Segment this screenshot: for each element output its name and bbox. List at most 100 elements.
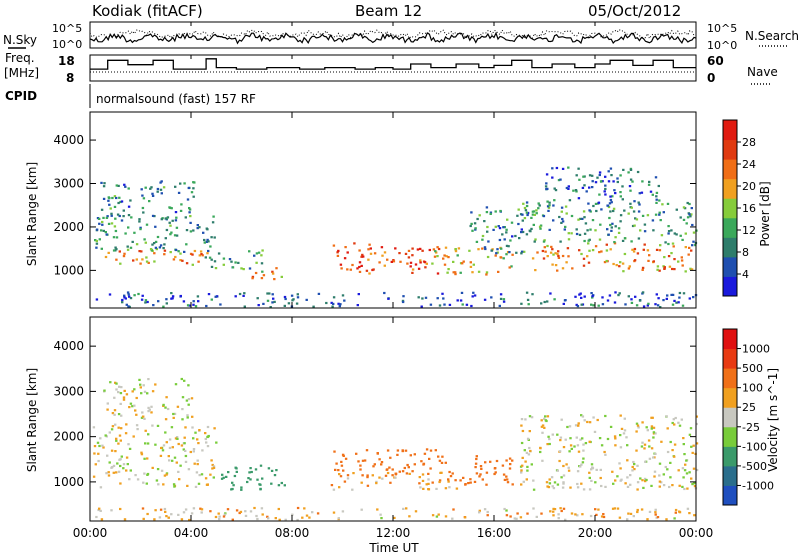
heatmap-cell [184, 508, 188, 511]
x-tick-label: 12:00 [376, 526, 411, 540]
heatmap-cell [116, 213, 120, 216]
heatmap-cell [153, 242, 156, 245]
heatmap-cell [501, 464, 505, 467]
heatmap-cell [619, 191, 622, 194]
beam-title: Beam 12 [355, 2, 422, 20]
heatmap-cell [687, 253, 690, 256]
heatmap-cell [163, 249, 167, 252]
heatmap-cell [198, 226, 201, 229]
heatmap-cell [695, 415, 698, 418]
heatmap-cell [239, 510, 243, 513]
heatmap-cell [146, 472, 150, 476]
heatmap-cell [407, 249, 411, 252]
heatmap-cell [505, 514, 509, 517]
heatmap-cell [339, 263, 343, 266]
heatmap-cell [623, 429, 627, 432]
heatmap-cell [140, 188, 143, 191]
heatmap-cell [204, 437, 207, 441]
heatmap-cell [443, 263, 447, 266]
heatmap-cell [451, 517, 454, 520]
heatmap-cell [266, 292, 269, 295]
heatmap-cell [119, 392, 123, 395]
heatmap-cell [179, 464, 182, 467]
heatmap-cell [212, 465, 216, 468]
heatmap-cell [202, 231, 205, 234]
heatmap-cell [503, 226, 506, 229]
heatmap-cell [481, 238, 484, 241]
heatmap-cell [150, 411, 153, 414]
heatmap-cell [503, 238, 506, 241]
heatmap-cell [200, 473, 204, 476]
heatmap-cell [629, 168, 633, 171]
heatmap-cell [577, 197, 581, 200]
heatmap-cell [105, 472, 108, 475]
heatmap-cell [337, 249, 340, 252]
heatmap-cell [511, 235, 514, 238]
heatmap-cell [256, 297, 259, 300]
heatmap-cell [251, 275, 255, 278]
heatmap-cell [122, 215, 125, 218]
velocity-colorbar-label: Velocity [m s^-1] [766, 368, 780, 472]
heatmap-cell [623, 417, 626, 420]
heatmap-cell [100, 229, 103, 232]
heatmap-cell [630, 301, 634, 304]
heatmap-cell [413, 453, 416, 456]
heatmap-cell [647, 183, 651, 186]
heatmap-cell [564, 225, 567, 228]
heatmap-cell [144, 241, 147, 244]
heatmap-cell [606, 299, 610, 302]
heatmap-cell [117, 201, 120, 205]
heatmap-cell [489, 460, 492, 463]
heatmap-cell [575, 436, 578, 439]
heatmap-cell [629, 512, 633, 515]
heatmap-cell [677, 421, 680, 424]
heatmap-cell [368, 272, 371, 275]
heatmap-cell [116, 462, 119, 465]
heatmap-cell [532, 488, 536, 491]
heatmap-cell [198, 474, 201, 477]
heatmap-cell [401, 470, 405, 473]
heatmap-cell [583, 419, 586, 422]
heatmap-cell [621, 239, 625, 242]
nave-right-tick-top: 60 [707, 54, 724, 68]
heatmap-cell [582, 449, 585, 452]
heatmap-cell [106, 454, 109, 457]
heatmap-cell [108, 461, 111, 464]
heatmap-cell [173, 485, 176, 488]
heatmap-cell [681, 467, 685, 470]
heatmap-cell [177, 513, 180, 516]
heatmap-cell [691, 451, 694, 454]
heatmap-cell [533, 213, 536, 216]
heatmap-cell [663, 267, 666, 270]
heatmap-cell [94, 463, 97, 466]
heatmap-cell [666, 427, 669, 430]
heatmap-cell [131, 405, 134, 408]
heatmap-cell [633, 259, 637, 262]
heatmap-cell [525, 233, 529, 236]
heatmap-cell [130, 216, 133, 219]
heatmap-cell [537, 202, 540, 205]
heatmap-cell [587, 242, 590, 245]
heatmap-cell [120, 455, 123, 458]
heatmap-cell [643, 477, 647, 480]
heatmap-cell [112, 236, 116, 239]
heatmap-cell [438, 479, 442, 482]
heatmap-cell [184, 216, 187, 219]
heatmap-cell [295, 302, 299, 305]
heatmap-cell [102, 216, 105, 219]
heatmap-cell [664, 241, 667, 244]
heatmap-cell [486, 510, 489, 514]
heatmap-cell [603, 190, 606, 193]
heatmap-cell [210, 265, 214, 268]
heatmap-cell [669, 440, 672, 444]
heatmap-cell [607, 170, 610, 173]
heatmap-cell [590, 303, 593, 306]
heatmap-cell [557, 513, 560, 516]
heatmap-cell [652, 426, 656, 429]
heatmap-cell [452, 271, 455, 274]
heatmap-cell [119, 439, 122, 442]
heatmap-cell [145, 260, 149, 263]
heatmap-cell [597, 304, 600, 307]
heatmap-cell [534, 238, 537, 241]
heatmap-cell [168, 438, 172, 441]
